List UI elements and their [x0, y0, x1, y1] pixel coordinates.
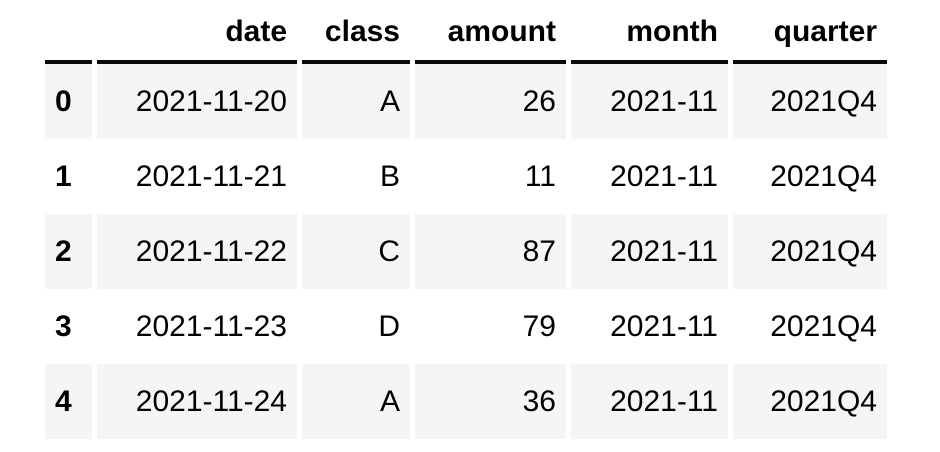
cell-date: 2021-11-22: [97, 214, 297, 289]
column-header-class: class: [302, 6, 410, 64]
cell-date: 2021-11-21: [135, 160, 287, 193]
cell-amount: 11: [524, 160, 556, 193]
cell-month: 2021-11: [610, 160, 718, 193]
dataframe-table: date class amount month quarter 0 2021-1…: [40, 6, 892, 439]
cell-month: 2021-11: [610, 310, 718, 343]
cell-month: 2021-11: [571, 64, 728, 139]
row-index: 3: [55, 310, 72, 343]
table-row: 4 2021-11-24 A 36 2021-11 2021Q4: [45, 364, 887, 439]
column-header-date: date: [97, 6, 297, 64]
cell-date: 2021-11-23: [135, 310, 287, 343]
cell-month: 2021-11: [571, 214, 728, 289]
table-row: 0 2021-11-20 A 26 2021-11 2021Q4: [45, 64, 887, 139]
cell-quarter: 2021Q4: [733, 64, 887, 139]
cell-date: 2021-11-24: [97, 364, 297, 439]
cell-class: A: [302, 364, 410, 439]
index-column-header: [45, 6, 92, 64]
column-header-quarter: quarter: [733, 6, 887, 64]
cell-amount: 26: [415, 64, 566, 139]
cell-quarter: 2021Q4: [733, 364, 887, 439]
column-header-month: month: [571, 6, 728, 64]
cell-quarter: 2021Q4: [770, 160, 877, 193]
row-index: 1: [55, 160, 72, 193]
row-index: 4: [45, 364, 92, 439]
cell-class: A: [302, 64, 410, 139]
cell-month: 2021-11: [571, 364, 728, 439]
table-row: 1 2021-11-21 B 11 2021-11 2021Q4: [45, 139, 887, 214]
cell-date: 2021-11-20: [97, 64, 297, 139]
cell-amount: 87: [415, 214, 566, 289]
row-index: 0: [45, 64, 92, 139]
header-row: date class amount month quarter: [45, 6, 887, 64]
cell-class: B: [379, 160, 400, 193]
cell-class: C: [302, 214, 410, 289]
cell-class: D: [378, 310, 400, 343]
row-index: 2: [45, 214, 92, 289]
cell-amount: 36: [415, 364, 566, 439]
cell-quarter: 2021Q4: [770, 310, 877, 343]
cell-amount: 79: [522, 310, 556, 343]
column-header-amount: amount: [415, 6, 566, 64]
table-row: 3 2021-11-23 D 79 2021-11 2021Q4: [45, 289, 887, 364]
cell-quarter: 2021Q4: [733, 214, 887, 289]
table-row: 2 2021-11-22 C 87 2021-11 2021Q4: [45, 214, 887, 289]
